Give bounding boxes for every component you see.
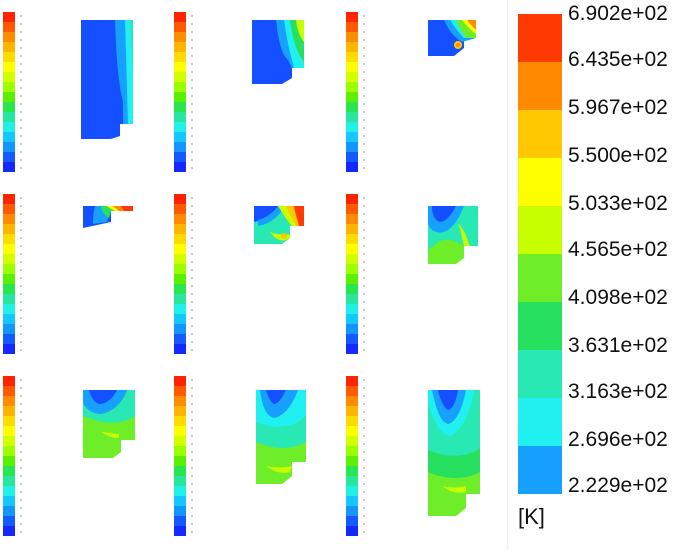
- mini-color-scale: [3, 12, 15, 172]
- legend-tick-label: 6.435e+02: [568, 48, 668, 71]
- legend-color-band: [518, 446, 562, 494]
- legend-color-band: [518, 350, 562, 399]
- panel-1: [3, 12, 173, 187]
- mini-scale-ticks: [363, 194, 365, 354]
- mini-scale-ticks: [20, 376, 22, 536]
- panel-4: [3, 194, 173, 369]
- legend-unit-label: [K]: [518, 504, 545, 529]
- legend-tick-label: 3.631e+02: [568, 334, 668, 357]
- temperature-contour-9: [428, 390, 480, 516]
- legend-color-band: [518, 158, 562, 207]
- legend-color-band: [518, 206, 562, 255]
- legend-color-band: [518, 302, 562, 351]
- temperature-contour-6: [428, 206, 478, 264]
- temperature-legend: 6.902e+02 6.435e+02 5.967e+02 5.500e+02 …: [512, 2, 682, 548]
- legend-tick-label: 2.696e+02: [568, 428, 668, 451]
- legend-tick-label: 5.033e+02: [568, 192, 668, 215]
- mini-scale-ticks: [20, 194, 22, 354]
- legend-color-bar: [518, 14, 562, 494]
- temperature-contour-2: [252, 20, 304, 84]
- panel-5: [174, 194, 344, 369]
- legend-color-band: [518, 14, 562, 63]
- mini-scale-ticks: [191, 376, 193, 536]
- mini-scale-ticks: [20, 12, 22, 172]
- panel-6: [346, 194, 516, 369]
- legend-color-band: [518, 398, 562, 447]
- separator-line: [507, 0, 508, 550]
- mini-color-scale: [346, 12, 358, 172]
- legend-tick-label: 3.163e+02: [568, 380, 668, 403]
- mini-scale-ticks: [363, 12, 365, 172]
- mini-scale-ticks: [191, 194, 193, 354]
- panel-3: [346, 12, 516, 187]
- legend-color-band: [518, 110, 562, 159]
- temperature-contour-5: [254, 206, 304, 244]
- panel-9: [346, 376, 516, 551]
- legend-tick-label: 2.229e+02: [568, 474, 668, 497]
- temperature-contour-7: [83, 390, 135, 458]
- temperature-contour-1: [81, 20, 133, 139]
- temperature-contour-3: [428, 20, 476, 56]
- mini-color-scale: [174, 194, 186, 354]
- mini-color-scale: [3, 376, 15, 536]
- legend-color-band: [518, 254, 562, 303]
- panel-8: [174, 376, 344, 551]
- mini-scale-ticks: [191, 12, 193, 172]
- mini-color-scale: [346, 376, 358, 536]
- legend-tick-label: 6.902e+02: [568, 2, 668, 25]
- mini-scale-ticks: [363, 376, 365, 536]
- mini-color-scale: [346, 194, 358, 354]
- legend-tick-label: 5.967e+02: [568, 96, 668, 119]
- legend-tick-label: 4.098e+02: [568, 286, 668, 309]
- mini-color-scale: [174, 376, 186, 536]
- mini-color-scale: [174, 12, 186, 172]
- temperature-contour-4: [83, 206, 133, 228]
- legend-tick-label: 4.565e+02: [568, 238, 668, 261]
- temperature-contour-8: [256, 390, 306, 484]
- panel-2: [174, 12, 344, 187]
- mini-color-scale: [3, 194, 15, 354]
- legend-tick-label: 5.500e+02: [568, 144, 668, 167]
- panel-7: [3, 376, 173, 551]
- legend-color-band: [518, 62, 562, 111]
